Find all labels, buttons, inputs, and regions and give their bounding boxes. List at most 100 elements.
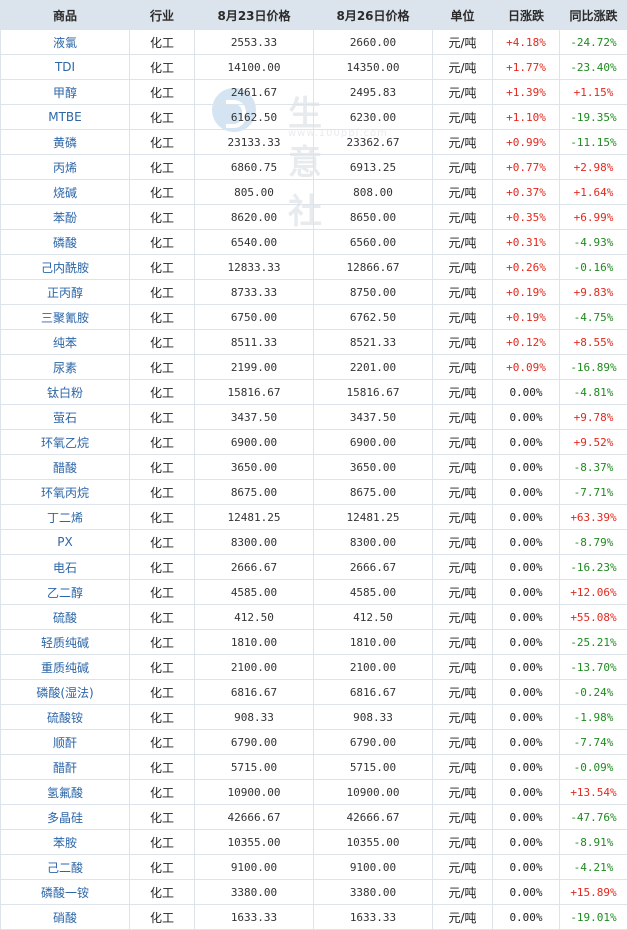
industry-cell: 化工 [130, 80, 195, 105]
price-aug23-cell: 5715.00 [195, 755, 314, 780]
header-daily-change: 日涨跌 [493, 1, 560, 30]
unit-cell: 元/吨 [433, 730, 493, 755]
daily-change-cell: +0.09% [493, 355, 560, 380]
yoy-change-cell: -1.98% [560, 705, 627, 730]
commodity-name-link[interactable]: 轻质纯碱 [1, 630, 130, 655]
price-aug23-cell: 8675.00 [195, 480, 314, 505]
unit-cell: 元/吨 [433, 130, 493, 155]
daily-change-cell: 0.00% [493, 655, 560, 680]
commodity-name-link[interactable]: 尿素 [1, 355, 130, 380]
commodity-name-link[interactable]: TDI [1, 55, 130, 80]
daily-change-cell: 0.00% [493, 780, 560, 805]
commodity-name-link[interactable]: 烧碱 [1, 180, 130, 205]
daily-change-cell: +1.39% [493, 80, 560, 105]
yoy-change-cell: +8.55% [560, 330, 627, 355]
commodity-name-link[interactable]: 丙烯 [1, 155, 130, 180]
commodity-name-link[interactable]: 氢氟酸 [1, 780, 130, 805]
price-aug26-cell: 10900.00 [314, 780, 433, 805]
commodity-name-link[interactable]: 苯酚 [1, 205, 130, 230]
daily-change-cell: +1.77% [493, 55, 560, 80]
commodity-name-link[interactable]: 多晶硅 [1, 805, 130, 830]
yoy-change-cell: -8.37% [560, 455, 627, 480]
commodity-name-link[interactable]: 顺酐 [1, 730, 130, 755]
unit-cell: 元/吨 [433, 655, 493, 680]
commodity-name-link[interactable]: 三聚氰胺 [1, 305, 130, 330]
unit-cell: 元/吨 [433, 305, 493, 330]
commodity-name-link[interactable]: 硫酸 [1, 605, 130, 630]
commodity-name-link[interactable]: 己二酸 [1, 855, 130, 880]
commodity-name-link[interactable]: 钛白粉 [1, 380, 130, 405]
unit-cell: 元/吨 [433, 80, 493, 105]
commodity-name-link[interactable]: 正丙醇 [1, 280, 130, 305]
industry-cell: 化工 [130, 830, 195, 855]
price-aug23-cell: 8733.33 [195, 280, 314, 305]
commodity-name-link[interactable]: 磷酸(湿法) [1, 680, 130, 705]
price-aug26-cell: 10355.00 [314, 830, 433, 855]
price-aug26-cell: 3650.00 [314, 455, 433, 480]
price-aug23-cell: 3437.50 [195, 405, 314, 430]
price-aug26-cell: 8750.00 [314, 280, 433, 305]
unit-cell: 元/吨 [433, 780, 493, 805]
price-aug23-cell: 8620.00 [195, 205, 314, 230]
yoy-change-cell: -24.72% [560, 30, 627, 55]
price-aug26-cell: 3437.50 [314, 405, 433, 430]
industry-cell: 化工 [130, 630, 195, 655]
commodity-name-link[interactable]: 液氯 [1, 30, 130, 55]
commodity-name-link[interactable]: 苯胺 [1, 830, 130, 855]
industry-cell: 化工 [130, 330, 195, 355]
price-aug26-cell: 808.00 [314, 180, 433, 205]
commodity-name-link[interactable]: 萤石 [1, 405, 130, 430]
price-aug23-cell: 2461.67 [195, 80, 314, 105]
commodity-name-link[interactable]: 硫酸铵 [1, 705, 130, 730]
commodity-name-link[interactable]: 甲醇 [1, 80, 130, 105]
price-aug26-cell: 2666.67 [314, 555, 433, 580]
price-aug26-cell: 9100.00 [314, 855, 433, 880]
header-unit: 单位 [433, 1, 493, 30]
unit-cell: 元/吨 [433, 805, 493, 830]
commodity-name-link[interactable]: 磷酸一铵 [1, 880, 130, 905]
price-aug23-cell: 9100.00 [195, 855, 314, 880]
commodity-name-link[interactable]: PX [1, 530, 130, 555]
commodity-name-link[interactable]: 醋酐 [1, 755, 130, 780]
price-aug26-cell: 42666.67 [314, 805, 433, 830]
price-aug23-cell: 10900.00 [195, 780, 314, 805]
price-aug26-cell: 6816.67 [314, 680, 433, 705]
unit-cell: 元/吨 [433, 105, 493, 130]
price-aug23-cell: 14100.00 [195, 55, 314, 80]
commodity-name-link[interactable]: 电石 [1, 555, 130, 580]
commodity-name-link[interactable]: 重质纯碱 [1, 655, 130, 680]
commodity-name-link[interactable]: 磷酸 [1, 230, 130, 255]
commodity-name-link[interactable]: 己内酰胺 [1, 255, 130, 280]
price-aug23-cell: 12481.25 [195, 505, 314, 530]
commodity-name-link[interactable]: 环氧丙烷 [1, 480, 130, 505]
daily-change-cell: 0.00% [493, 580, 560, 605]
industry-cell: 化工 [130, 155, 195, 180]
yoy-change-cell: -4.81% [560, 380, 627, 405]
commodity-name-link[interactable]: 硝酸 [1, 905, 130, 930]
yoy-change-cell: -0.16% [560, 255, 627, 280]
commodity-name-link[interactable]: 纯苯 [1, 330, 130, 355]
daily-change-cell: 0.00% [493, 805, 560, 830]
commodity-name-link[interactable]: 乙二醇 [1, 580, 130, 605]
price-aug23-cell: 908.33 [195, 705, 314, 730]
commodity-name-link[interactable]: 黄磷 [1, 130, 130, 155]
unit-cell: 元/吨 [433, 630, 493, 655]
commodity-name-link[interactable]: MTBE [1, 105, 130, 130]
price-aug23-cell: 2553.33 [195, 30, 314, 55]
commodity-name-link[interactable]: 醋酸 [1, 455, 130, 480]
price-aug26-cell: 1810.00 [314, 630, 433, 655]
commodity-name-link[interactable]: 丁二烯 [1, 505, 130, 530]
unit-cell: 元/吨 [433, 530, 493, 555]
commodity-name-link[interactable]: 环氧乙烷 [1, 430, 130, 455]
price-aug26-cell: 4585.00 [314, 580, 433, 605]
price-aug26-cell: 6762.50 [314, 305, 433, 330]
